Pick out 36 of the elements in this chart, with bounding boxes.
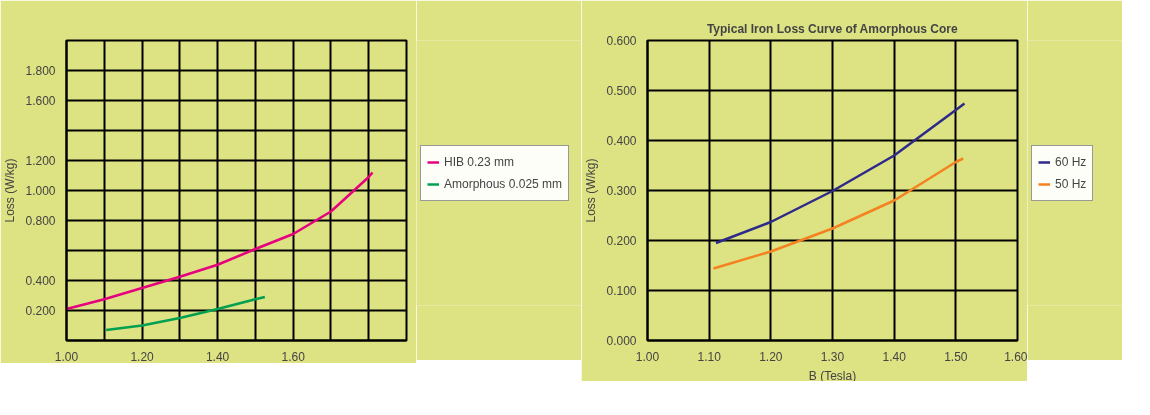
y-axis-title: Loss (W/kg): [584, 158, 599, 223]
y-tick-label: 1.200: [25, 154, 56, 168]
y-axis-title: Loss (W/kg): [3, 158, 18, 223]
x-tick-label: 1.60: [281, 349, 306, 364]
x-tick-label: 1.10: [697, 349, 722, 364]
y-tick-label: 0.000: [606, 334, 637, 348]
y-tick-label: 0.400: [606, 134, 637, 148]
line-series: [712, 157, 965, 270]
chart-title: Typical Iron Loss Curve of Amorphous Core: [706, 21, 958, 36]
y-tick-label: 0.200: [25, 304, 56, 318]
x-tick-label: 1.00: [54, 349, 79, 364]
line-series: [104, 295, 267, 332]
y-tick-label: 1.600: [25, 94, 56, 108]
x-tick-label: 1.40: [882, 349, 907, 364]
y-tick-label: 1.000: [25, 184, 56, 198]
line-series: [66, 171, 374, 311]
line-series: [714, 102, 966, 245]
legend-label: 60 Hz: [1055, 154, 1087, 169]
y-tick-label: 0.500: [606, 84, 637, 98]
legend-label: HIB 0.23 mm: [444, 154, 515, 169]
legend-label: Amorphous 0.025 mm: [444, 176, 563, 191]
y-tick-label: 1.800: [25, 64, 56, 78]
y-tick-label: 0.100: [606, 284, 637, 298]
legend-label: 50 Hz: [1055, 176, 1087, 191]
x-tick-label: 1.60: [1004, 349, 1028, 364]
x-tick-label: 1.40: [205, 349, 230, 364]
y-tick-label: 0.400: [25, 274, 56, 288]
x-tick-label: 1.00: [635, 349, 660, 364]
x-tick-label: 1.20: [130, 349, 155, 364]
x-tick-label: 1.30: [820, 349, 845, 364]
y-tick-label: 0.600: [606, 34, 637, 48]
y-tick-label: 0.300: [606, 184, 637, 198]
x-tick-label: 1.50: [944, 349, 968, 364]
x-tick-label: 1.20: [759, 349, 783, 364]
y-tick-label: 0.200: [606, 234, 637, 248]
y-tick-label: 0.800: [25, 214, 56, 228]
